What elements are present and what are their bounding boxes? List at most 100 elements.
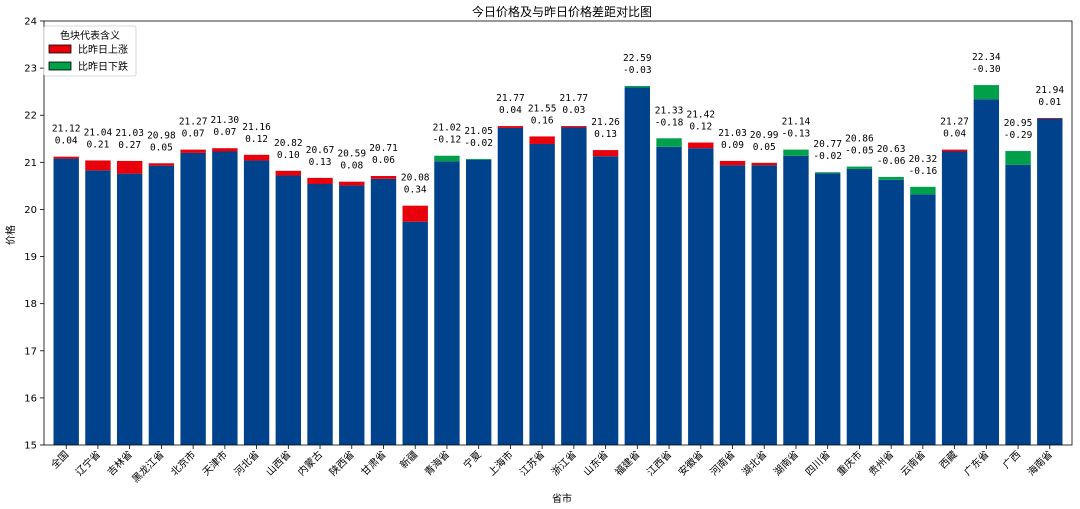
change-label: 0.07 [182, 129, 205, 140]
x-tick-label: 天津市 [200, 448, 230, 478]
bar-change-up [116, 160, 143, 174]
change-label: 0.12 [245, 134, 268, 145]
x-tick-label: 黑龙江省 [129, 448, 166, 485]
change-label: 0.10 [277, 150, 300, 161]
change-label: -0.16 [909, 166, 938, 177]
x-tick-label: 山东省 [580, 448, 610, 478]
value-label: 21.33 [655, 105, 684, 116]
bar-base [1005, 164, 1031, 445]
bar-change-up [719, 160, 746, 166]
value-label: 21.42 [686, 110, 715, 121]
value-label: 21.16 [242, 122, 271, 133]
x-tick-label: 四川省 [802, 448, 832, 478]
bar-change-up [370, 175, 397, 179]
bar-base [434, 161, 460, 445]
change-label: 0.04 [55, 136, 78, 147]
value-label: 21.12 [52, 124, 81, 135]
bar-change-up [243, 154, 270, 161]
value-label: 21.55 [528, 103, 557, 114]
value-label: 21.02 [433, 123, 462, 134]
bar-change-up [307, 177, 333, 185]
bar-change-down [878, 176, 904, 180]
x-tick-label: 辽宁省 [73, 448, 103, 478]
y-tick-label: 16 [24, 393, 37, 404]
value-label: 21.27 [940, 117, 969, 128]
change-label: -0.30 [972, 64, 1001, 75]
bar-change-up [1037, 118, 1063, 119]
bar-base [370, 178, 397, 446]
bar-change-up [561, 126, 587, 128]
value-label: 20.77 [813, 139, 842, 150]
change-label: 0.05 [150, 142, 173, 153]
bar-base [624, 87, 651, 445]
value-label: 20.67 [306, 145, 335, 156]
x-tick-label: 海南省 [1025, 448, 1055, 478]
change-label: 0.16 [531, 115, 554, 126]
bar-base [148, 165, 175, 445]
legend-label-up: 比昨日上涨 [78, 44, 128, 56]
value-label: 21.03 [718, 128, 747, 139]
y-axis: 15 16 17 18 19 20 21 22 23 24 [24, 17, 44, 452]
bar-change-down [465, 159, 492, 160]
x-axis-label: 省市 [552, 492, 572, 505]
x-tick-label: 广西 [1001, 449, 1024, 472]
change-label: -0.05 [845, 146, 874, 157]
change-label: -0.02 [813, 151, 842, 162]
bar-base [243, 160, 270, 445]
x-tick-label: 全国 [48, 448, 71, 471]
change-label: 0.04 [943, 129, 966, 140]
change-label: 0.13 [594, 129, 617, 140]
bar-change-up [148, 163, 175, 166]
legend-swatch-down [48, 61, 72, 71]
x-tick-label: 山西省 [263, 448, 293, 478]
bar-change-up [497, 126, 524, 128]
bar-change-up [592, 150, 619, 157]
bar-base [53, 158, 79, 445]
bar-base [719, 165, 746, 445]
x-tick-label: 河南省 [707, 448, 737, 478]
change-label: 0.05 [753, 142, 776, 153]
bar-change-up [85, 160, 111, 171]
bar-base [116, 173, 143, 445]
bar-change-up [53, 156, 79, 159]
plot-area: 21.120.0421.040.2121.030.2720.980.0521.2… [24, 17, 1073, 485]
bar-change-up [688, 142, 714, 149]
change-label: 0.06 [372, 155, 395, 166]
change-label: 0.08 [340, 161, 363, 172]
chart-title: 今日价格及与昨日价格差距对比图 [472, 4, 652, 19]
x-tick-label: 重庆市 [834, 448, 864, 478]
y-tick-label: 15 [24, 441, 37, 452]
change-label: -0.13 [782, 129, 811, 140]
change-label: 0.21 [86, 139, 109, 150]
bar-base [85, 170, 111, 445]
value-label: 21.94 [1035, 85, 1064, 96]
y-tick-label: 24 [24, 17, 37, 28]
x-tick-label: 青海省 [422, 448, 452, 478]
value-label: 20.82 [274, 138, 303, 149]
x-tick-label: 江西省 [644, 448, 674, 478]
bar-change-up [275, 170, 301, 176]
bar-base [529, 143, 555, 445]
legend-title: 色块代表含义 [60, 29, 120, 42]
bar-change-down [1005, 151, 1031, 165]
y-tick-label: 21 [24, 158, 37, 169]
bar-change-down [973, 85, 1000, 100]
bar-change-down [434, 155, 460, 162]
value-label: 20.98 [147, 130, 176, 141]
value-label: 21.14 [782, 117, 811, 128]
x-tick-label: 浙江省 [549, 448, 579, 478]
x-tick-label: 新疆 [397, 448, 420, 471]
x-tick-label: 西藏 [937, 449, 960, 472]
bar-change-down [910, 186, 936, 195]
value-label: 22.34 [972, 52, 1001, 63]
value-label: 21.26 [591, 117, 620, 128]
value-label: 21.30 [211, 115, 240, 126]
change-label: 0.01 [1038, 97, 1061, 108]
plot-frame [43, 20, 1073, 446]
change-label: -0.03 [623, 65, 652, 76]
bar-base [846, 168, 873, 445]
value-label: 20.95 [1004, 118, 1033, 129]
y-tick-label: 20 [24, 205, 37, 216]
bar-base [1037, 118, 1063, 446]
